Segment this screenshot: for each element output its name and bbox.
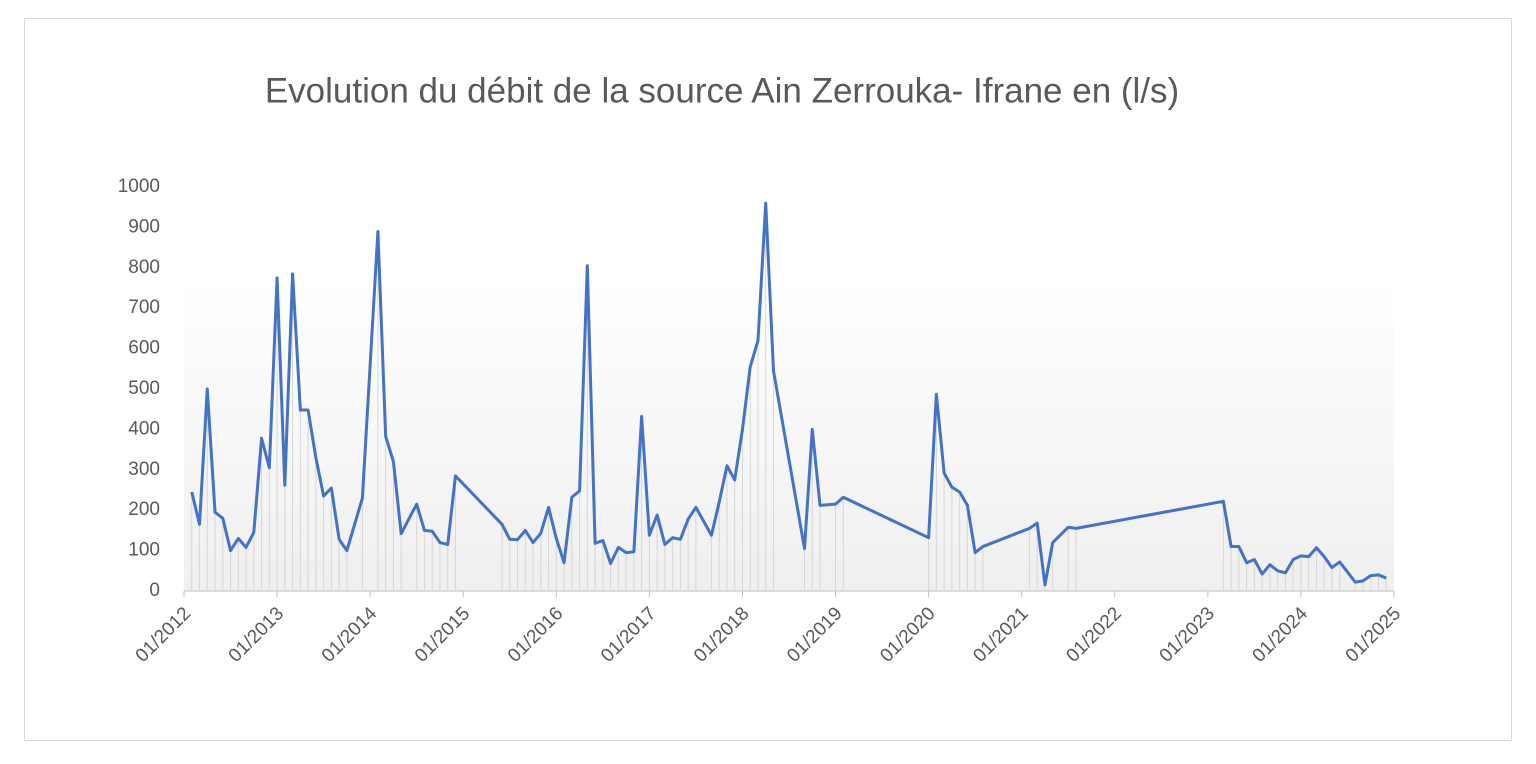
chart-title: Evolution du débit de la source Ain Zerr…	[265, 71, 1179, 110]
y-tick-label: 500	[128, 378, 160, 399]
y-tick-label: 700	[128, 297, 160, 318]
data-line	[190, 201, 1387, 587]
y-tick-label: 900	[128, 216, 160, 237]
y-tick-label: 400	[128, 418, 160, 439]
y-tick-label: 800	[128, 257, 160, 278]
y-tick-label: 1000	[118, 176, 160, 197]
y-tick-label: 0	[149, 580, 160, 601]
y-tick-label: 100	[128, 540, 160, 561]
y-tick-label: 600	[128, 338, 160, 359]
y-tick-label: 300	[128, 459, 160, 480]
y-tick-label: 200	[128, 499, 160, 520]
